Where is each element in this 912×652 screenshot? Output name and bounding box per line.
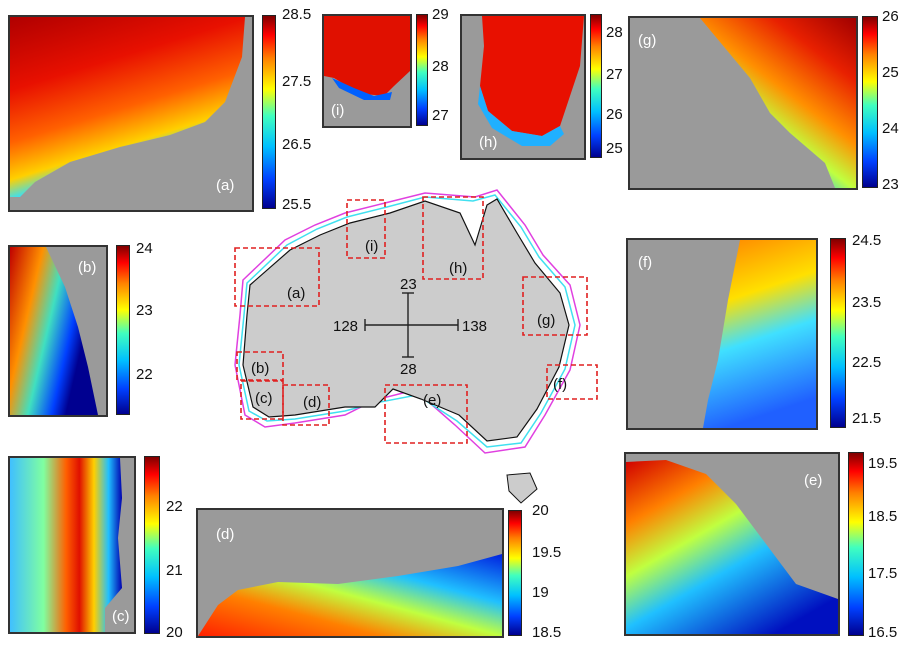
map-box-h	[422, 196, 484, 280]
map-box-g	[522, 276, 588, 336]
colorbar-i-tick-3: 27	[432, 107, 449, 124]
map-box-i	[346, 199, 386, 259]
colorbar-c-tick-1: 22	[166, 498, 183, 515]
colorbar-h-tick-3: 26	[606, 106, 623, 123]
colorbar-a	[262, 15, 276, 209]
map-box-label-g: (g)	[537, 312, 555, 329]
colorbar-d-tick-2: 19.5	[532, 544, 562, 561]
colorbar-b	[116, 245, 130, 415]
panel-h-sst-field	[462, 16, 584, 158]
colorbar-b-tick-3: 22	[136, 366, 153, 383]
map-box-b	[236, 351, 284, 381]
map-box-label-c: (c)	[255, 390, 273, 407]
panel-i-map: (i)	[322, 14, 412, 128]
panel-g-label: (g)	[638, 32, 657, 49]
colorbar-g-tick-3: 24	[882, 120, 899, 137]
panel-d-map: (d)	[196, 508, 504, 638]
colorbar-i	[416, 14, 428, 126]
panel-b-label: (b)	[78, 259, 97, 276]
colorbar-i-tick-1: 29	[432, 6, 449, 23]
panel-d-sst-field	[198, 510, 502, 636]
colorbar-f-tick-1: 24.5	[852, 232, 882, 249]
colorbar-b-tick-1: 24	[136, 240, 153, 257]
panel-e-sst-field	[626, 454, 838, 634]
scale-label-east: 138	[462, 318, 487, 335]
panel-g-map: (g)	[628, 16, 858, 190]
panel-g-sst-field	[630, 18, 856, 188]
map-box-label-b: (b)	[251, 360, 269, 377]
colorbar-g	[862, 16, 878, 188]
lat-lon-scale	[364, 292, 459, 358]
panel-b-sst-field	[10, 247, 106, 415]
colorbar-e-tick-2: 18.5	[868, 508, 898, 525]
colorbar-e-tick-4: 16.5	[868, 624, 898, 641]
panel-i-sst-field	[324, 16, 410, 126]
colorbar-f-tick-2: 23.5	[852, 294, 882, 311]
colorbar-a-tick-4: 25.5	[282, 196, 312, 213]
colorbar-e	[848, 452, 864, 636]
colorbar-d-tick-4: 18.5	[532, 624, 562, 641]
colorbar-a-tick-1: 28.5	[282, 6, 312, 23]
panel-i-label: (i)	[331, 102, 345, 119]
coastline-cyan	[238, 194, 576, 448]
panel-c-sst-field	[10, 458, 134, 632]
australia-landmass	[242, 198, 570, 442]
colorbar-h	[590, 14, 602, 158]
colorbar-h-tick-2: 27	[606, 66, 623, 83]
tasmania	[506, 472, 538, 504]
map-box-label-f: (f)	[553, 376, 567, 393]
colorbar-d-tick-3: 19	[532, 584, 549, 601]
map-box-a	[234, 247, 320, 307]
colorbar-a-tick-3: 26.5	[282, 136, 312, 153]
map-box-e	[384, 384, 468, 444]
map-box-label-a: (a)	[287, 285, 305, 302]
panel-a-sst-field	[10, 17, 252, 210]
panel-b-map: (b)	[8, 245, 108, 417]
map-box-f	[546, 364, 598, 400]
scale-label-south: 28	[400, 361, 417, 378]
scale-label-north: 23	[400, 276, 417, 293]
colorbar-g-tick-2: 25	[882, 64, 899, 81]
map-box-label-d: (d)	[303, 394, 321, 411]
colorbar-b-tick-2: 23	[136, 302, 153, 319]
colorbar-f	[830, 238, 846, 428]
colorbar-c	[144, 456, 160, 634]
panel-a-map: (a)	[8, 15, 254, 212]
panel-h-label: (h)	[479, 134, 498, 151]
colorbar-a-tick-2: 27.5	[282, 73, 312, 90]
panel-f-sst-field	[628, 240, 816, 428]
colorbar-f-tick-3: 22.5	[852, 354, 882, 371]
colorbar-h-tick-1: 28	[606, 24, 623, 41]
map-box-d	[282, 384, 330, 426]
coastline-magenta	[234, 189, 581, 454]
panel-f-label: (f)	[638, 254, 653, 271]
scale-label-west: 128	[333, 318, 358, 335]
colorbar-i-tick-2: 28	[432, 58, 449, 75]
colorbar-g-tick-4: 23	[882, 176, 899, 193]
colorbar-d	[508, 510, 522, 636]
panel-e-label: (e)	[804, 472, 823, 489]
map-box-label-i: (i)	[365, 238, 378, 255]
colorbar-e-tick-1: 19.5	[868, 455, 898, 472]
colorbar-h-tick-4: 25	[606, 140, 623, 157]
colorbar-e-tick-3: 17.5	[868, 565, 898, 582]
panel-f-map: (f)	[626, 238, 818, 430]
panel-c-label: (c)	[112, 608, 130, 625]
panel-a-label: (a)	[216, 177, 235, 194]
colorbar-c-tick-3: 20	[166, 624, 183, 641]
map-box-label-e: (e)	[423, 392, 441, 409]
panel-h-map: (h)	[460, 14, 586, 160]
colorbar-f-tick-4: 21.5	[852, 410, 882, 427]
map-box-label-h: (h)	[449, 260, 467, 277]
colorbar-g-tick-1: 26	[882, 8, 899, 25]
panel-c-map: (c)	[8, 456, 136, 634]
colorbar-d-tick-1: 20	[532, 502, 549, 519]
australia-overview-map: (a) (i) (h) (g) (b) (c) (d) (e) (f) 23 2…	[234, 189, 598, 504]
colorbar-c-tick-2: 21	[166, 562, 183, 579]
panel-d-label: (d)	[216, 526, 235, 543]
panel-e-map: (e)	[624, 452, 840, 636]
